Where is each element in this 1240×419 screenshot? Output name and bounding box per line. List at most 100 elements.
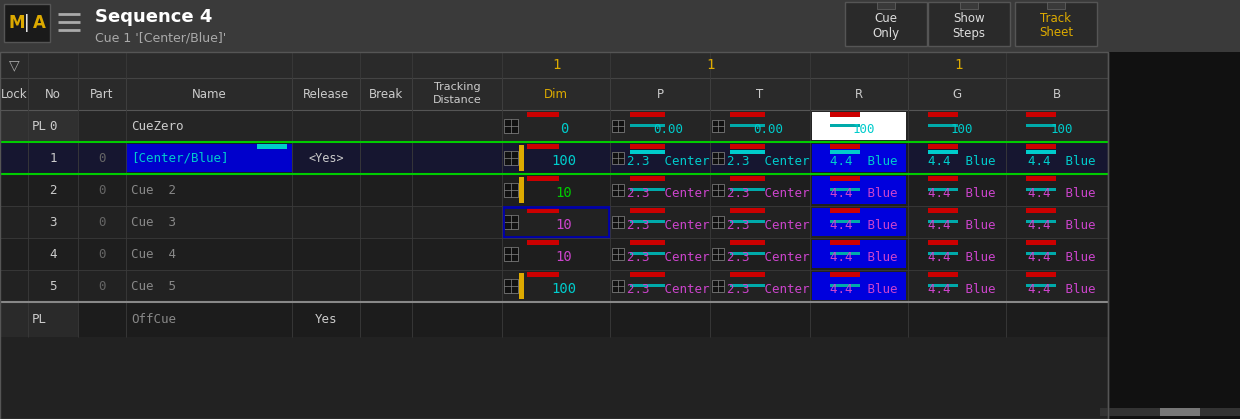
Bar — [730, 284, 765, 287]
Text: T: T — [756, 88, 764, 101]
Text: 2.3  Center: 2.3 Center — [727, 155, 810, 168]
Text: 0: 0 — [98, 279, 105, 292]
Text: 0.00: 0.00 — [753, 122, 782, 135]
Text: 0: 0 — [98, 152, 105, 165]
Bar — [630, 124, 665, 127]
Text: [Center/Blue]: [Center/Blue] — [131, 152, 228, 165]
Bar — [520, 145, 525, 171]
Text: Only: Only — [873, 26, 899, 39]
Bar — [1109, 52, 1240, 419]
Bar — [630, 284, 665, 287]
Bar — [630, 208, 665, 213]
Bar — [503, 119, 518, 133]
Bar — [0, 302, 78, 337]
Bar — [613, 120, 624, 132]
Bar — [630, 112, 665, 117]
Text: 100: 100 — [552, 282, 577, 296]
Bar — [630, 240, 665, 245]
Bar — [527, 240, 559, 245]
Bar — [730, 240, 765, 245]
Bar — [928, 220, 959, 223]
Bar — [1025, 240, 1056, 245]
Text: B: B — [1053, 88, 1061, 101]
Bar — [830, 112, 861, 117]
Bar — [712, 280, 724, 292]
Text: 2.3  Center: 2.3 Center — [626, 218, 709, 232]
Text: 4.4  Blue: 4.4 Blue — [1028, 251, 1096, 264]
Bar — [503, 247, 518, 261]
Text: 4.4  Blue: 4.4 Blue — [929, 282, 996, 295]
Bar — [812, 208, 906, 236]
Text: P: P — [656, 88, 663, 101]
Bar — [503, 119, 518, 133]
Bar — [1025, 124, 1056, 127]
Bar — [1025, 208, 1056, 213]
Bar — [830, 272, 861, 277]
Bar — [257, 144, 286, 149]
Bar — [712, 216, 724, 228]
Bar — [613, 152, 624, 164]
Text: Yes: Yes — [315, 313, 337, 326]
Bar — [812, 240, 906, 268]
Text: M: M — [9, 14, 25, 32]
Bar — [0, 302, 1109, 337]
Text: 2: 2 — [50, 184, 57, 197]
Text: 4: 4 — [50, 248, 57, 261]
Text: Cue  3: Cue 3 — [131, 215, 176, 228]
Bar — [630, 220, 665, 223]
Bar — [812, 272, 906, 300]
Bar — [613, 184, 624, 196]
Bar — [712, 184, 724, 196]
Bar — [928, 2, 1011, 46]
Bar — [527, 176, 559, 181]
Text: 10: 10 — [556, 186, 573, 200]
Text: CueZero: CueZero — [131, 119, 184, 132]
Bar — [830, 284, 861, 287]
Bar — [0, 206, 1109, 238]
Bar — [712, 184, 724, 196]
Text: Sheet: Sheet — [1039, 26, 1073, 39]
Text: 4.4  Blue: 4.4 Blue — [831, 186, 898, 199]
Text: 4.4  Blue: 4.4 Blue — [831, 155, 898, 168]
Bar — [527, 112, 559, 117]
Text: 4.4  Blue: 4.4 Blue — [831, 218, 898, 232]
Bar — [830, 188, 861, 191]
Text: Cue  5: Cue 5 — [131, 279, 176, 292]
Text: 4.4  Blue: 4.4 Blue — [929, 251, 996, 264]
Bar — [503, 207, 609, 237]
Text: 2.3  Center: 2.3 Center — [626, 282, 709, 295]
Bar — [503, 151, 518, 165]
Bar — [0, 238, 1109, 270]
Bar — [630, 252, 665, 255]
Bar — [4, 4, 50, 42]
Bar — [503, 151, 518, 165]
Bar — [928, 150, 959, 154]
Bar — [712, 152, 724, 164]
Text: A: A — [32, 14, 46, 32]
Text: 1: 1 — [706, 58, 714, 72]
Bar — [928, 284, 959, 287]
Bar — [1025, 144, 1056, 149]
Bar — [730, 176, 765, 181]
Bar — [1025, 252, 1056, 255]
Bar — [503, 279, 518, 293]
Text: 3: 3 — [50, 215, 57, 228]
Text: 4.4  Blue: 4.4 Blue — [1028, 282, 1096, 295]
Text: Lock: Lock — [1, 88, 27, 101]
Text: 100: 100 — [552, 154, 577, 168]
Bar — [830, 176, 861, 181]
Bar — [877, 2, 895, 9]
Text: 0: 0 — [98, 184, 105, 197]
Bar — [712, 216, 724, 228]
Text: 2.3  Center: 2.3 Center — [626, 251, 709, 264]
Bar — [527, 272, 559, 277]
Bar — [1159, 408, 1200, 416]
Bar — [928, 144, 959, 149]
Bar — [503, 215, 518, 229]
Bar — [830, 124, 861, 127]
Bar — [630, 176, 665, 181]
Text: 5: 5 — [50, 279, 57, 292]
Text: 4.4  Blue: 4.4 Blue — [1028, 155, 1096, 168]
Text: 2.3  Center: 2.3 Center — [626, 155, 709, 168]
Bar — [613, 184, 624, 196]
